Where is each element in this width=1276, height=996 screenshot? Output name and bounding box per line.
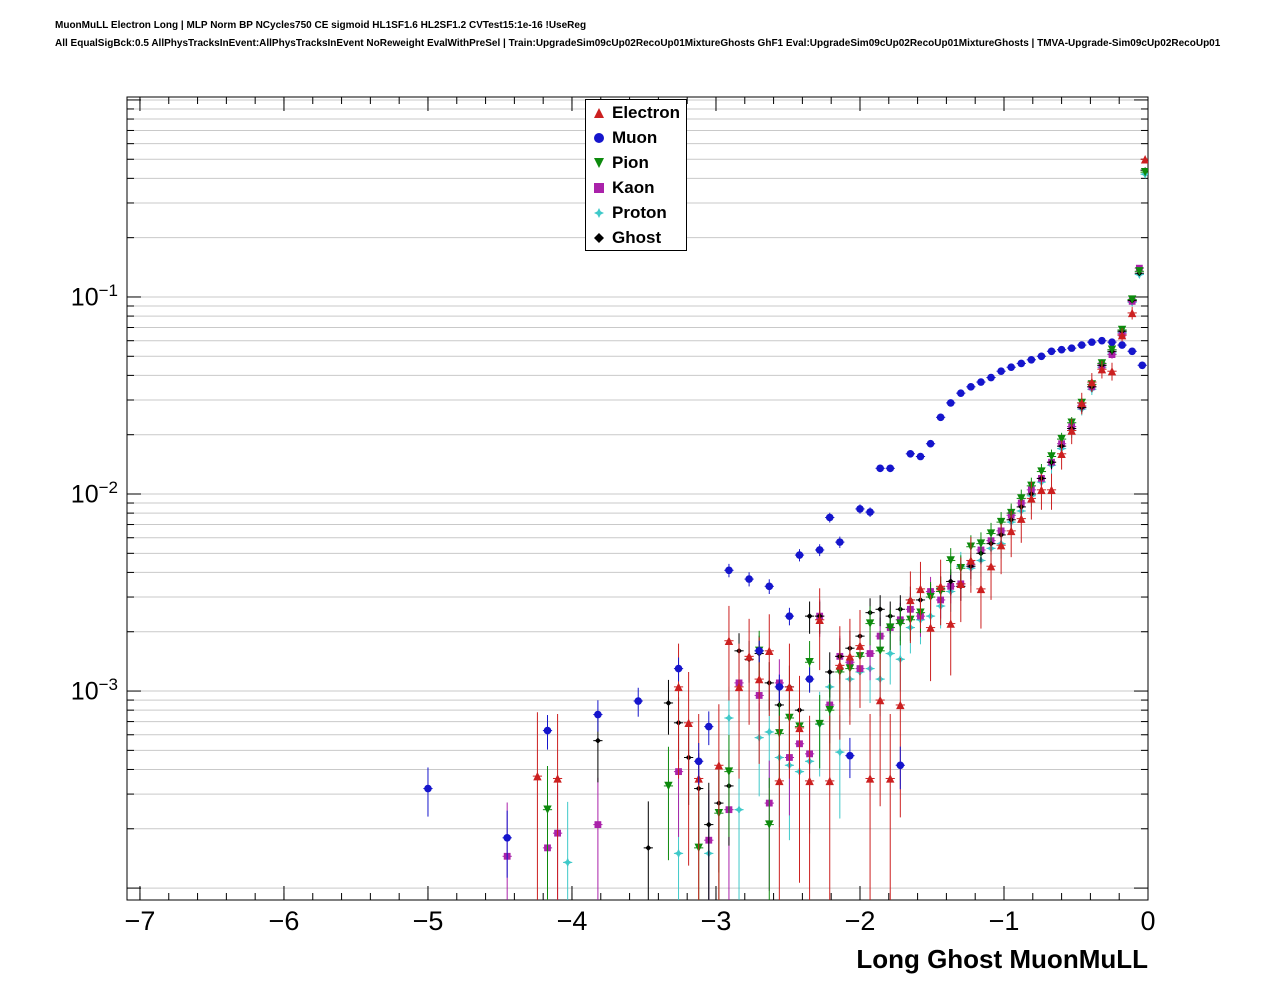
legend-marker-triangle-down-icon	[594, 157, 604, 168]
legend-item-kaon: Kaon	[586, 175, 686, 200]
legend-item-proton: Proton	[586, 200, 686, 225]
legend-label: Pion	[612, 152, 649, 172]
x-tick-label: −7	[124, 906, 156, 936]
series-proton	[563, 169, 1148, 900]
x-tick-label: −5	[412, 906, 444, 936]
series-pion	[542, 167, 1148, 900]
header-line-1: MuonMuLL Electron Long | MLP Norm BP NCy…	[55, 20, 587, 31]
header-line-2: All EqualSigBck:0.5 AllPhysTracksInEvent…	[55, 38, 1221, 49]
legend-label: Proton	[612, 202, 667, 222]
legend-item-electron: Electron	[586, 100, 686, 125]
series-kaon	[502, 264, 1144, 900]
series-ghost	[593, 167, 1148, 900]
x-tick-label: −6	[268, 906, 300, 936]
y-tick-label: 10−2	[70, 478, 118, 509]
plot-frame	[126, 96, 1149, 901]
x-axis-title: Long Ghost MuonMuLL	[856, 944, 1148, 974]
legend-label: Electron	[612, 102, 681, 122]
axis-ticks	[127, 97, 1149, 900]
legend-label: Ghost	[612, 227, 662, 247]
series-muon	[423, 336, 1147, 878]
x-tick-label: −1	[988, 906, 1020, 936]
legend-marker-square-icon	[594, 182, 604, 193]
legend-item-muon: Muon	[586, 125, 686, 150]
series-electron	[532, 155, 1148, 900]
legend-label: Kaon	[612, 177, 655, 197]
legend: Electron Muon Pion Kaon Proton Ghost	[585, 99, 687, 251]
legend-label: Muon	[612, 127, 658, 147]
legend-item-pion: Pion	[586, 150, 686, 175]
legend-item-ghost: Ghost	[586, 225, 686, 250]
y-tick-label: 10−3	[70, 675, 118, 706]
x-tick-label: −3	[700, 906, 732, 936]
legend-marker-circle-icon	[594, 132, 604, 143]
gridlines	[127, 99, 1148, 889]
x-tick-label: 0	[1140, 906, 1156, 936]
x-tick-label: −4	[556, 906, 588, 936]
legend-marker-triangle-up-icon	[594, 107, 604, 118]
legend-marker-diamond-icon	[594, 232, 604, 243]
x-tick-label: −2	[844, 906, 876, 936]
legend-marker-star4-icon	[594, 207, 604, 218]
y-tick-label: 10−1	[70, 280, 118, 312]
